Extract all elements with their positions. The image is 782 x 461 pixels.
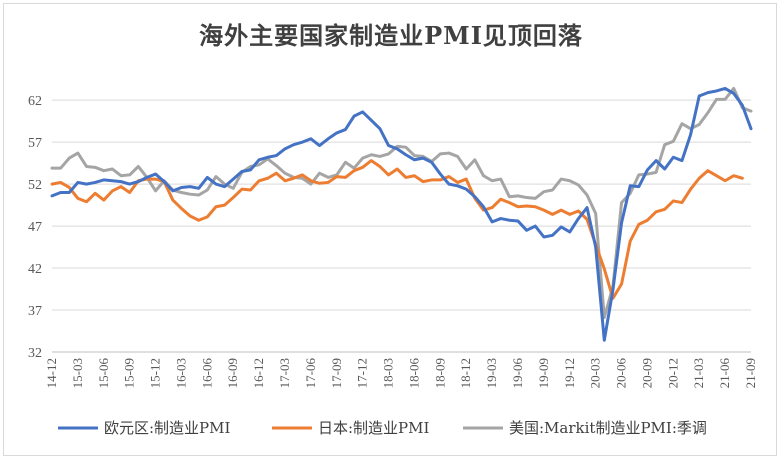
x-tick-label: 16-12: [251, 358, 266, 388]
x-tick-label: 19-06: [510, 358, 525, 389]
x-tick-label: 17-09: [329, 358, 344, 388]
y-tick-label: 37: [28, 304, 42, 319]
y-tick-label: 47: [28, 220, 42, 235]
x-tick-label: 20-03: [588, 358, 603, 388]
x-tick-label: 15-12: [148, 358, 163, 388]
x-tick-label: 18-03: [381, 358, 396, 388]
x-tick-label: 16-09: [225, 358, 240, 388]
x-tick-label: 19-09: [536, 358, 551, 388]
x-axis: 14-12 15-03 15-06 15-09 15-12 16-03 16-06 16-09…: [44, 351, 758, 389]
series-line-0: [50, 86, 753, 342]
x-tick-label: 15-03: [70, 358, 85, 388]
x-tick-label: 20-06: [614, 358, 629, 389]
x-tick-label: 19-03: [484, 358, 499, 388]
x-tick-label: 17-06: [303, 358, 318, 389]
x-tick-label: 18-06: [406, 358, 421, 389]
y-tick-label: 52: [28, 178, 42, 193]
series-line-1: [50, 159, 744, 300]
x-tick-label: 21-09: [743, 358, 758, 388]
gridlines: [52, 99, 751, 353]
legend: 欧元区:制造业PMI 日本:制造业PMI 美国:Markit制造业PMI:季调: [58, 419, 707, 437]
x-tick-label: 16-03: [173, 358, 188, 388]
chart-frame: [3, 3, 777, 456]
y-tick-label: 32: [28, 346, 42, 361]
x-tick-label: 20-12: [665, 358, 680, 388]
x-tick-label: 21-03: [691, 358, 706, 388]
x-tick-label: 21-06: [717, 358, 732, 389]
x-tick-label: 14-12: [44, 358, 59, 388]
chart-title: 海外主要国家制造业PMI见顶回落: [199, 21, 583, 50]
y-tick-label: 62: [28, 94, 42, 109]
x-tick-label: 18-09: [432, 358, 447, 388]
x-tick-label: 17-03: [277, 358, 292, 388]
y-axis: 32 37 42 47 52 57 62: [28, 94, 42, 361]
y-tick-label: 42: [28, 262, 42, 277]
series-line-2: [50, 86, 753, 320]
x-tick-label: 15-09: [122, 358, 137, 388]
x-tick-label: 19-12: [562, 358, 577, 388]
x-tick-label: 15-06: [96, 358, 111, 389]
x-tick-label: 18-12: [458, 358, 473, 388]
legend-label-2: 美国:Markit制造业PMI:季调: [509, 419, 707, 437]
series-lines: [50, 86, 753, 342]
y-tick-label: 57: [28, 136, 42, 151]
x-tick-label: 20-09: [639, 358, 654, 388]
legend-label-1: 日本:制造业PMI: [318, 419, 430, 437]
legend-label-0: 欧元区:制造业PMI: [104, 419, 231, 437]
x-tick-label: 16-06: [199, 358, 214, 389]
x-tick-label: 17-12: [355, 358, 370, 388]
